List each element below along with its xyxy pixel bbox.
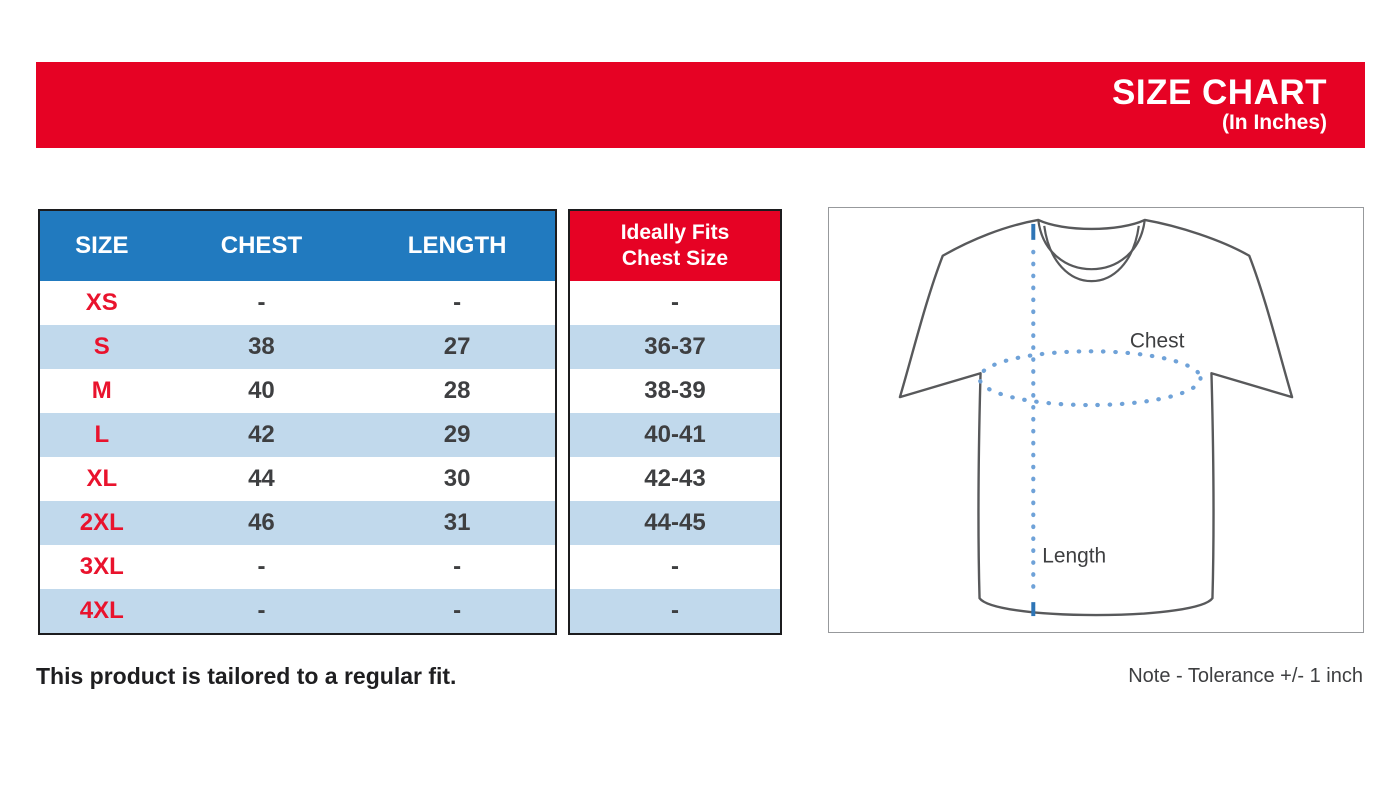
fit-value-cell: 38-39: [644, 377, 706, 404]
ideally-fits-table: Ideally Fits Chest Size - 36-37 38-39 40…: [568, 209, 782, 635]
tshirt-diagram-box: Chest Length: [828, 207, 1364, 633]
length-label: Length: [1042, 544, 1106, 567]
fit-value-cell: -: [671, 553, 679, 580]
size-cell: S: [93, 333, 110, 360]
table-row: 2XL 46 31: [40, 501, 555, 545]
length-cell: 27: [443, 333, 471, 360]
length-cell: 30: [443, 465, 471, 492]
header-cell-chest: CHEST: [220, 232, 303, 259]
tshirt-outline: [898, 218, 1294, 617]
chest-cell: 38: [248, 333, 275, 360]
length-cell: -: [453, 553, 462, 580]
size-cell: L: [94, 421, 110, 448]
tolerance-note: Note - Tolerance +/- 1 inch: [1128, 665, 1363, 687]
chest-label: Chest: [1130, 329, 1185, 352]
banner-subtitle: (In Inches): [1221, 110, 1327, 134]
chest-cell: 46: [248, 509, 275, 536]
length-cell: 31: [443, 509, 471, 536]
table-row: L 42 29: [40, 413, 555, 457]
ideally-fits-header: Ideally Fits Chest Size: [570, 211, 780, 281]
fit-value-cell: 40-41: [570, 413, 780, 457]
chest-measure-ellipse: [977, 349, 1203, 408]
collar-inner-arc: [1043, 225, 1140, 283]
table-row: XS - -: [40, 281, 555, 325]
table-row: S 38 27: [40, 325, 555, 369]
chest-cell: -: [257, 597, 266, 624]
length-cell: 29: [443, 421, 471, 448]
chest-cell: -: [257, 289, 266, 316]
size-cell: M: [91, 377, 112, 404]
chest-cell: -: [257, 553, 266, 580]
table-row: M 40 28: [40, 369, 555, 413]
size-table-header: SIZE CHEST LENGTH: [40, 211, 555, 281]
fit-value-cell: -: [671, 289, 679, 316]
table-row: 4XL - -: [40, 589, 555, 633]
table-row: 3XL - -: [40, 545, 555, 589]
collar-outer-arc: [1037, 219, 1146, 271]
size-cell: XL: [86, 465, 118, 492]
size-cell: 4XL: [79, 597, 124, 624]
fit-value-cell: -: [570, 589, 780, 633]
length-cell: -: [453, 597, 462, 624]
tshirt-diagram-svg: Chest Length: [898, 218, 1294, 617]
size-table: SIZE CHEST LENGTH XS - - S 38 27 M 40 28…: [38, 209, 557, 635]
fit-value-cell: 44-45: [570, 501, 780, 545]
size-chart-banner: SIZE CHART (In Inches): [36, 62, 1365, 148]
chest-cell: 40: [248, 377, 275, 404]
chest-cell: 44: [248, 465, 275, 492]
size-cell: 2XL: [79, 509, 124, 536]
length-cell: 28: [443, 377, 471, 404]
header-cell-length: LENGTH: [407, 232, 507, 259]
fit-value-cell: 36-37: [570, 325, 780, 369]
regular-fit-note: This product is tailored to a regular fi…: [36, 663, 457, 689]
size-cell: XS: [85, 289, 118, 316]
header-cell-size: SIZE: [75, 232, 129, 259]
banner-title: SIZE CHART: [1112, 73, 1327, 113]
length-cell: -: [453, 289, 462, 316]
chest-cell: 42: [248, 421, 275, 448]
fit-value-cell: 42-43: [644, 465, 706, 492]
table-row: XL 44 30: [40, 457, 555, 501]
size-cell: 3XL: [79, 553, 124, 580]
